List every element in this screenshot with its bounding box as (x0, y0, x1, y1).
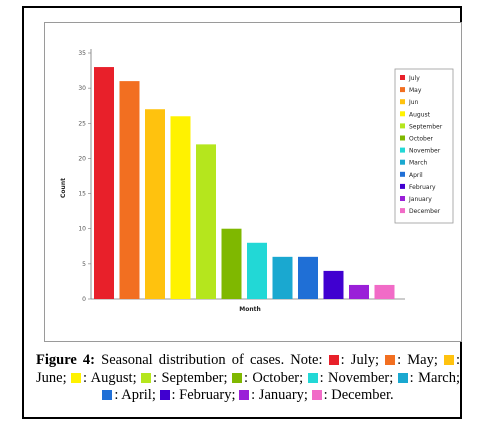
legend-entry: August (409, 111, 431, 118)
caption-swatch (397, 372, 408, 383)
caption-swatch (385, 355, 396, 365)
caption-item: : September; (141, 370, 228, 386)
bar-march (272, 256, 293, 299)
legend-entry: February (409, 184, 436, 191)
legend-entry: September (409, 123, 443, 130)
caption-item: : November; (307, 369, 394, 386)
legend-swatch (400, 159, 405, 165)
x-axis-label: Month (239, 306, 261, 313)
bar-jun (145, 109, 165, 299)
caption-label: Figure 4: (36, 352, 96, 368)
caption-item: : April; (102, 387, 156, 403)
caption-swatch (307, 372, 318, 383)
caption-item: : August; (71, 370, 137, 386)
legend-swatch (400, 87, 405, 93)
legend-swatch (400, 111, 405, 117)
caption-item: : July; (328, 352, 380, 368)
y-tick-label: 10 (78, 226, 86, 233)
caption-item-text: : September; (153, 369, 228, 386)
y-tick-label: 5 (82, 261, 86, 268)
chart-panel: 0 5 10 15 20 25 30 35 Count Month July May Jun Aug… (44, 22, 462, 342)
bar-may (119, 81, 140, 299)
caption-swatch (102, 390, 113, 400)
bar-september (196, 144, 216, 299)
bar-november (247, 242, 267, 299)
legend-swatch (400, 171, 405, 177)
caption-item-text: : July; (340, 352, 380, 368)
legend-entry: May (409, 87, 422, 94)
bar-chart: 0 5 10 15 20 25 30 35 Count Month July May Jun Aug… (60, 49, 454, 313)
y-tick-label: 15 (78, 191, 86, 198)
caption-swatch (311, 390, 322, 400)
caption-item-text: : June; (36, 352, 461, 386)
y-tick-label: 25 (78, 120, 86, 127)
caption-item-text: : November; (319, 369, 394, 386)
caption-item-text: : May; (397, 352, 438, 368)
caption-swatch (159, 390, 170, 400)
bar-april (298, 256, 318, 299)
legend-swatch (400, 183, 405, 189)
figure-caption: Figure 4: Seasonal distribution of cases… (36, 352, 460, 405)
bar-august (170, 116, 191, 299)
y-axis-label: Count (60, 178, 67, 198)
y-tick-label: 30 (78, 85, 86, 92)
legend-entry: Jun (408, 99, 419, 106)
caption-swatch (239, 390, 250, 400)
caption-item-text: : August; (83, 369, 137, 386)
caption-item-text: : October; (243, 369, 304, 386)
caption-swatch (141, 372, 152, 383)
legend-entry: March (409, 160, 427, 167)
caption-item: : December. (311, 387, 394, 403)
bars (94, 67, 395, 299)
caption-item-text: : March; (409, 369, 460, 386)
caption-intro: Seasonal distribution of cases. Note: (101, 352, 323, 368)
caption-item-text: : January; (251, 387, 308, 403)
caption-swatch (231, 372, 242, 383)
legend-swatch (400, 75, 405, 80)
bar-october (221, 228, 242, 299)
legend-swatch (400, 135, 405, 141)
caption-swatch (71, 372, 82, 383)
legend-entry: December (409, 208, 441, 215)
legend-swatch (400, 123, 405, 129)
y-tick-label: 20 (78, 155, 86, 162)
caption-item: : January; (239, 387, 308, 403)
caption-item: : October; (231, 369, 304, 386)
caption-item-text: : December. (323, 387, 394, 403)
legend-swatch (400, 99, 405, 105)
legend-entry: April (409, 172, 423, 179)
legend-entry: November (409, 148, 441, 155)
legend-swatch (400, 196, 405, 201)
bar-december (374, 284, 395, 299)
bar-july (94, 67, 114, 299)
legend-entry: January (408, 196, 432, 203)
legend-swatch (400, 147, 405, 153)
caption-item-text: : April; (114, 387, 156, 403)
caption-swatch (444, 355, 455, 365)
bar-february (323, 270, 344, 299)
legend-swatch (400, 208, 405, 214)
bar-january (349, 284, 369, 299)
legend: July May Jun August September October November… (394, 68, 454, 224)
legend-entry: October (409, 136, 434, 143)
y-tick-label: 0 (82, 296, 86, 303)
legend-entry: July (408, 75, 420, 82)
caption-swatch (328, 355, 339, 365)
caption-item-text: : February; (171, 387, 236, 403)
caption-item: : March; (397, 369, 460, 386)
y-tick-label: 35 (78, 50, 86, 57)
caption-item: : February; (159, 387, 236, 403)
caption-item: : May; (385, 352, 438, 368)
caption-item: : June; (36, 352, 460, 386)
